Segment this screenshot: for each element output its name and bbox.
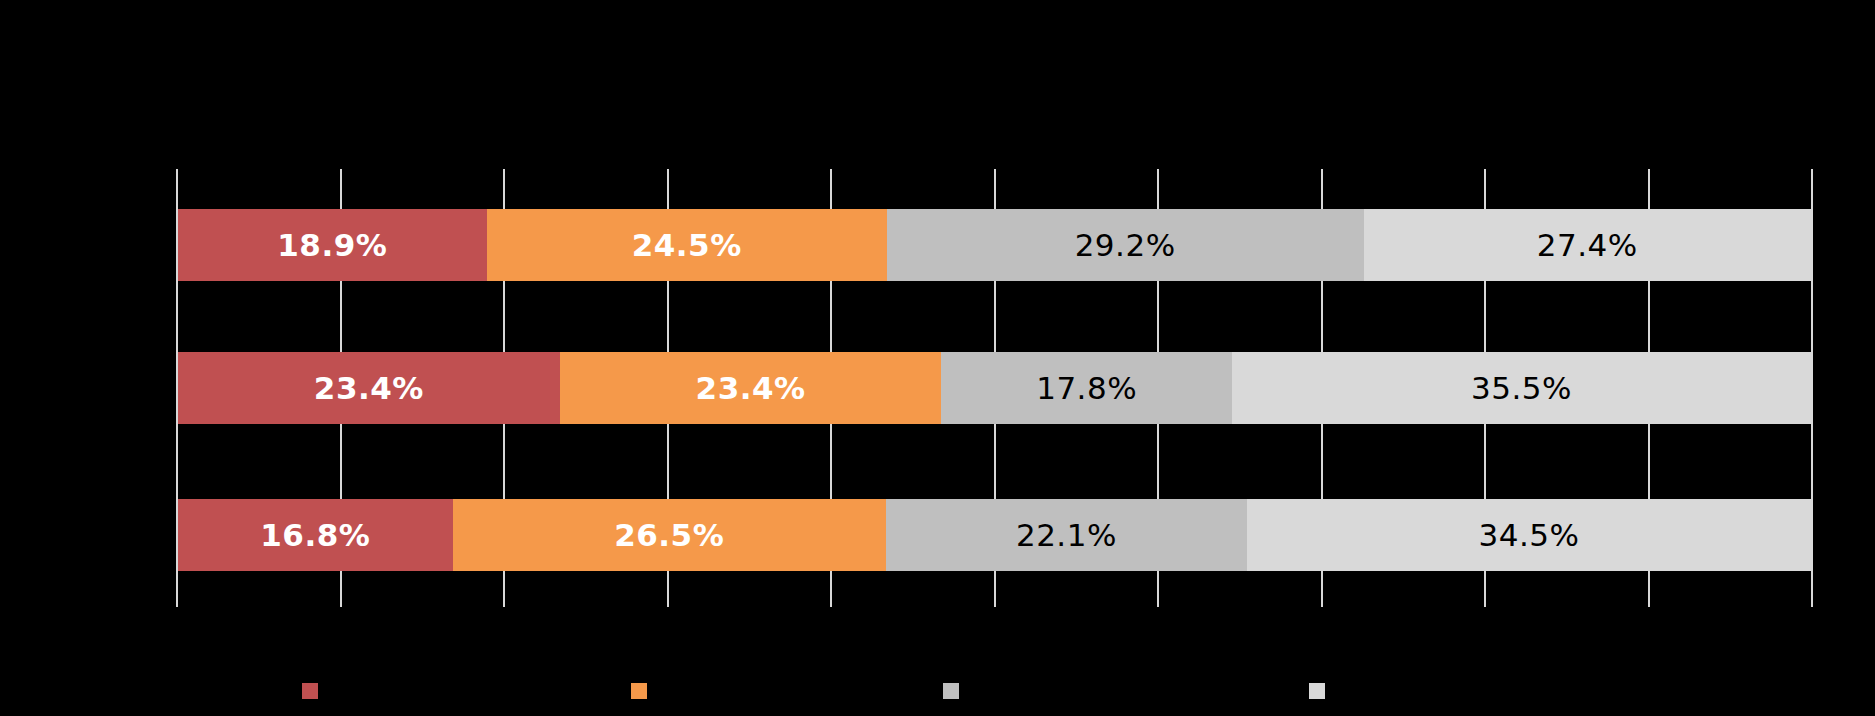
bar-row-1: 18.9% 24.5% 29.2% 27.4%	[178, 209, 1811, 281]
bar-1-segment-2: 24.5%	[487, 209, 887, 281]
bar-2-segment-2: 23.4%	[560, 352, 942, 424]
bar-row-2: 23.4% 23.4% 17.8% 35.5%	[178, 352, 1811, 424]
bar-value-label: 26.5%	[614, 517, 724, 553]
bar-value-label: 23.4%	[314, 370, 424, 406]
bar-1-segment-4: 27.4%	[1364, 209, 1811, 281]
bar-value-label: 29.2%	[1075, 227, 1176, 263]
bar-2-segment-1: 23.4%	[178, 352, 560, 424]
gridline-100	[1811, 169, 1813, 607]
legend-swatch-series-3	[943, 683, 959, 699]
bar-1-segment-3: 29.2%	[887, 209, 1364, 281]
bar-1-segment-1: 18.9%	[178, 209, 487, 281]
bar-value-label: 18.9%	[277, 227, 387, 263]
stacked-bar-chart: 18.9% 24.5% 29.2% 27.4% 23.4% 23.4% 17.8…	[0, 0, 1875, 716]
legend-swatch-series-4	[1309, 683, 1325, 699]
plot-area: 18.9% 24.5% 29.2% 27.4% 23.4% 23.4% 17.8…	[177, 169, 1812, 607]
bar-row-3: 16.8% 26.5% 22.1% 34.5%	[178, 499, 1811, 571]
bar-value-label: 16.8%	[260, 517, 370, 553]
bar-value-label: 23.4%	[696, 370, 806, 406]
bar-value-label: 34.5%	[1479, 517, 1580, 553]
bar-value-label: 35.5%	[1471, 370, 1572, 406]
bar-3-segment-3: 22.1%	[886, 499, 1247, 571]
bar-3-segment-4: 34.5%	[1247, 499, 1811, 571]
bar-value-label: 17.8%	[1036, 370, 1137, 406]
bar-value-label: 24.5%	[632, 227, 742, 263]
legend-swatch-series-1	[302, 683, 318, 699]
bar-3-segment-2: 26.5%	[453, 499, 886, 571]
bar-value-label: 27.4%	[1537, 227, 1638, 263]
bar-value-label: 22.1%	[1016, 517, 1117, 553]
legend-swatch-series-2	[631, 683, 647, 699]
bar-2-segment-3: 17.8%	[941, 352, 1231, 424]
bar-2-segment-4: 35.5%	[1232, 352, 1811, 424]
bar-3-segment-1: 16.8%	[178, 499, 453, 571]
